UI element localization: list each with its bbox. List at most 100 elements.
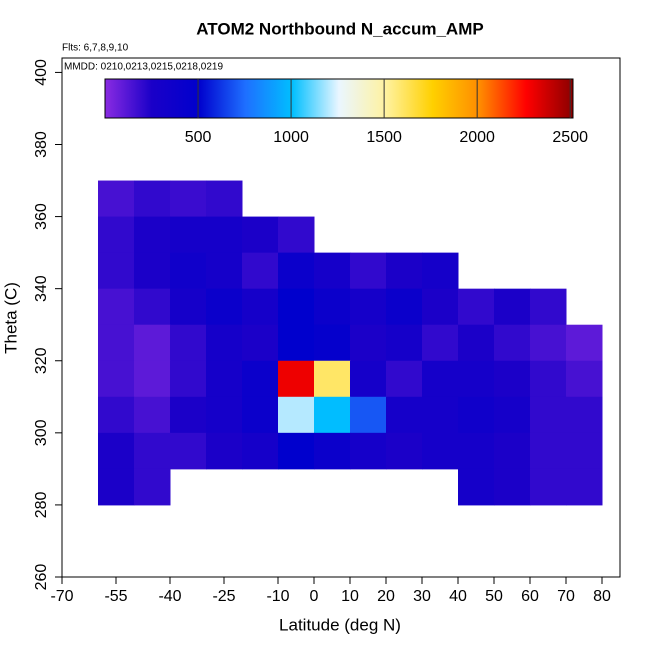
x-tick-label: 30 xyxy=(413,588,431,605)
y-tick-label: 360 xyxy=(33,203,50,230)
heat-cell xyxy=(314,288,351,326)
chart-title: ATOM2 Northbound N_accum_AMP xyxy=(196,19,483,38)
heat-cell xyxy=(98,360,135,398)
heat-cell xyxy=(458,288,495,326)
heat-cell xyxy=(458,396,495,434)
heat-cell xyxy=(422,324,459,362)
heat-cell xyxy=(206,396,243,434)
heat-cell xyxy=(98,216,135,254)
heat-cell xyxy=(350,288,387,326)
heat-cell xyxy=(458,360,495,398)
y-axis-label: Theta (C) xyxy=(1,282,20,354)
y-tick-label: 340 xyxy=(33,275,50,302)
heat-cell xyxy=(134,252,171,290)
colorbar-tick-label: 2000 xyxy=(459,129,495,146)
x-tick-label: 80 xyxy=(593,588,611,605)
heat-cell xyxy=(170,180,207,218)
heat-cell xyxy=(458,324,495,362)
heat-cell xyxy=(530,288,567,326)
x-tick-label: -55 xyxy=(104,588,127,605)
heat-cell xyxy=(458,432,495,470)
heat-cell xyxy=(494,324,531,362)
x-tick-label: -25 xyxy=(212,588,235,605)
heat-cell xyxy=(98,468,135,506)
heat-cell xyxy=(98,324,135,362)
heat-cell xyxy=(242,252,279,290)
heat-cell xyxy=(98,252,135,290)
x-tick-label: -10 xyxy=(266,588,289,605)
heat-cell xyxy=(242,288,279,326)
heat-cell xyxy=(530,396,567,434)
heat-cell xyxy=(134,432,171,470)
heat-cell xyxy=(278,216,315,254)
heat-cell xyxy=(170,216,207,254)
heat-cell xyxy=(242,360,279,398)
x-tick-label: 50 xyxy=(485,588,503,605)
heat-cell xyxy=(278,288,315,326)
heat-cell xyxy=(242,216,279,254)
colorbar-tick-label: 2500 xyxy=(552,129,588,146)
heat-cell xyxy=(98,288,135,326)
colorbar xyxy=(104,78,574,119)
heat-cell xyxy=(206,324,243,362)
x-tick-label: 40 xyxy=(449,588,467,605)
heat-cell xyxy=(206,252,243,290)
subtitle: Flts: 6,7,8,9,10 xyxy=(62,43,129,54)
heat-cell xyxy=(98,396,135,434)
heat-cell xyxy=(458,468,495,506)
heat-cell xyxy=(170,432,207,470)
heat-cell xyxy=(206,288,243,326)
heat-cell xyxy=(314,360,351,398)
heat-cell xyxy=(494,432,531,470)
heat-cell xyxy=(170,252,207,290)
heat-cell xyxy=(350,324,387,362)
heat-cell xyxy=(134,360,171,398)
heat-cell xyxy=(350,432,387,470)
heat-cell xyxy=(206,216,243,254)
heat-cell xyxy=(170,396,207,434)
heat-cell xyxy=(422,432,459,470)
heat-cell xyxy=(494,396,531,434)
heat-cell xyxy=(386,396,423,434)
y-tick-label: 280 xyxy=(33,491,50,518)
heat-cell xyxy=(134,324,171,362)
heat-cell xyxy=(314,432,351,470)
x-tick-label: 60 xyxy=(521,588,539,605)
heat-cell xyxy=(422,396,459,434)
heat-cell xyxy=(314,324,351,362)
heat-cell xyxy=(242,396,279,434)
heat-cell xyxy=(422,360,459,398)
heat-cell xyxy=(494,360,531,398)
heat-cell xyxy=(350,396,387,434)
heat-cell xyxy=(98,180,135,218)
y-tick-label: 320 xyxy=(33,347,50,374)
heat-cell xyxy=(134,216,171,254)
heat-cell xyxy=(494,468,531,506)
plot-frame xyxy=(61,57,621,578)
heat-cell xyxy=(350,360,387,398)
heat-cell xyxy=(170,288,207,326)
heat-cell xyxy=(530,432,567,470)
y-tick-label: 380 xyxy=(33,131,50,158)
heat-cell xyxy=(386,324,423,362)
heat-cell xyxy=(278,252,315,290)
heat-cell xyxy=(566,396,603,434)
heat-cell xyxy=(206,360,243,398)
heat-cell xyxy=(530,360,567,398)
colorbar-tick-label: 1500 xyxy=(366,129,402,146)
heat-cell xyxy=(530,468,567,506)
heat-cell xyxy=(98,432,135,470)
heat-cell xyxy=(134,468,171,506)
x-tick-label: 10 xyxy=(341,588,359,605)
heat-cell xyxy=(278,360,315,398)
y-tick-label: 260 xyxy=(33,564,50,591)
y-tick-label: 400 xyxy=(33,59,50,86)
heat-cell xyxy=(278,324,315,362)
heat-cell xyxy=(134,288,171,326)
heat-cell xyxy=(314,396,351,434)
heat-cell xyxy=(530,324,567,362)
heat-cell xyxy=(386,360,423,398)
heat-cell xyxy=(386,252,423,290)
heat-cell xyxy=(278,396,315,434)
